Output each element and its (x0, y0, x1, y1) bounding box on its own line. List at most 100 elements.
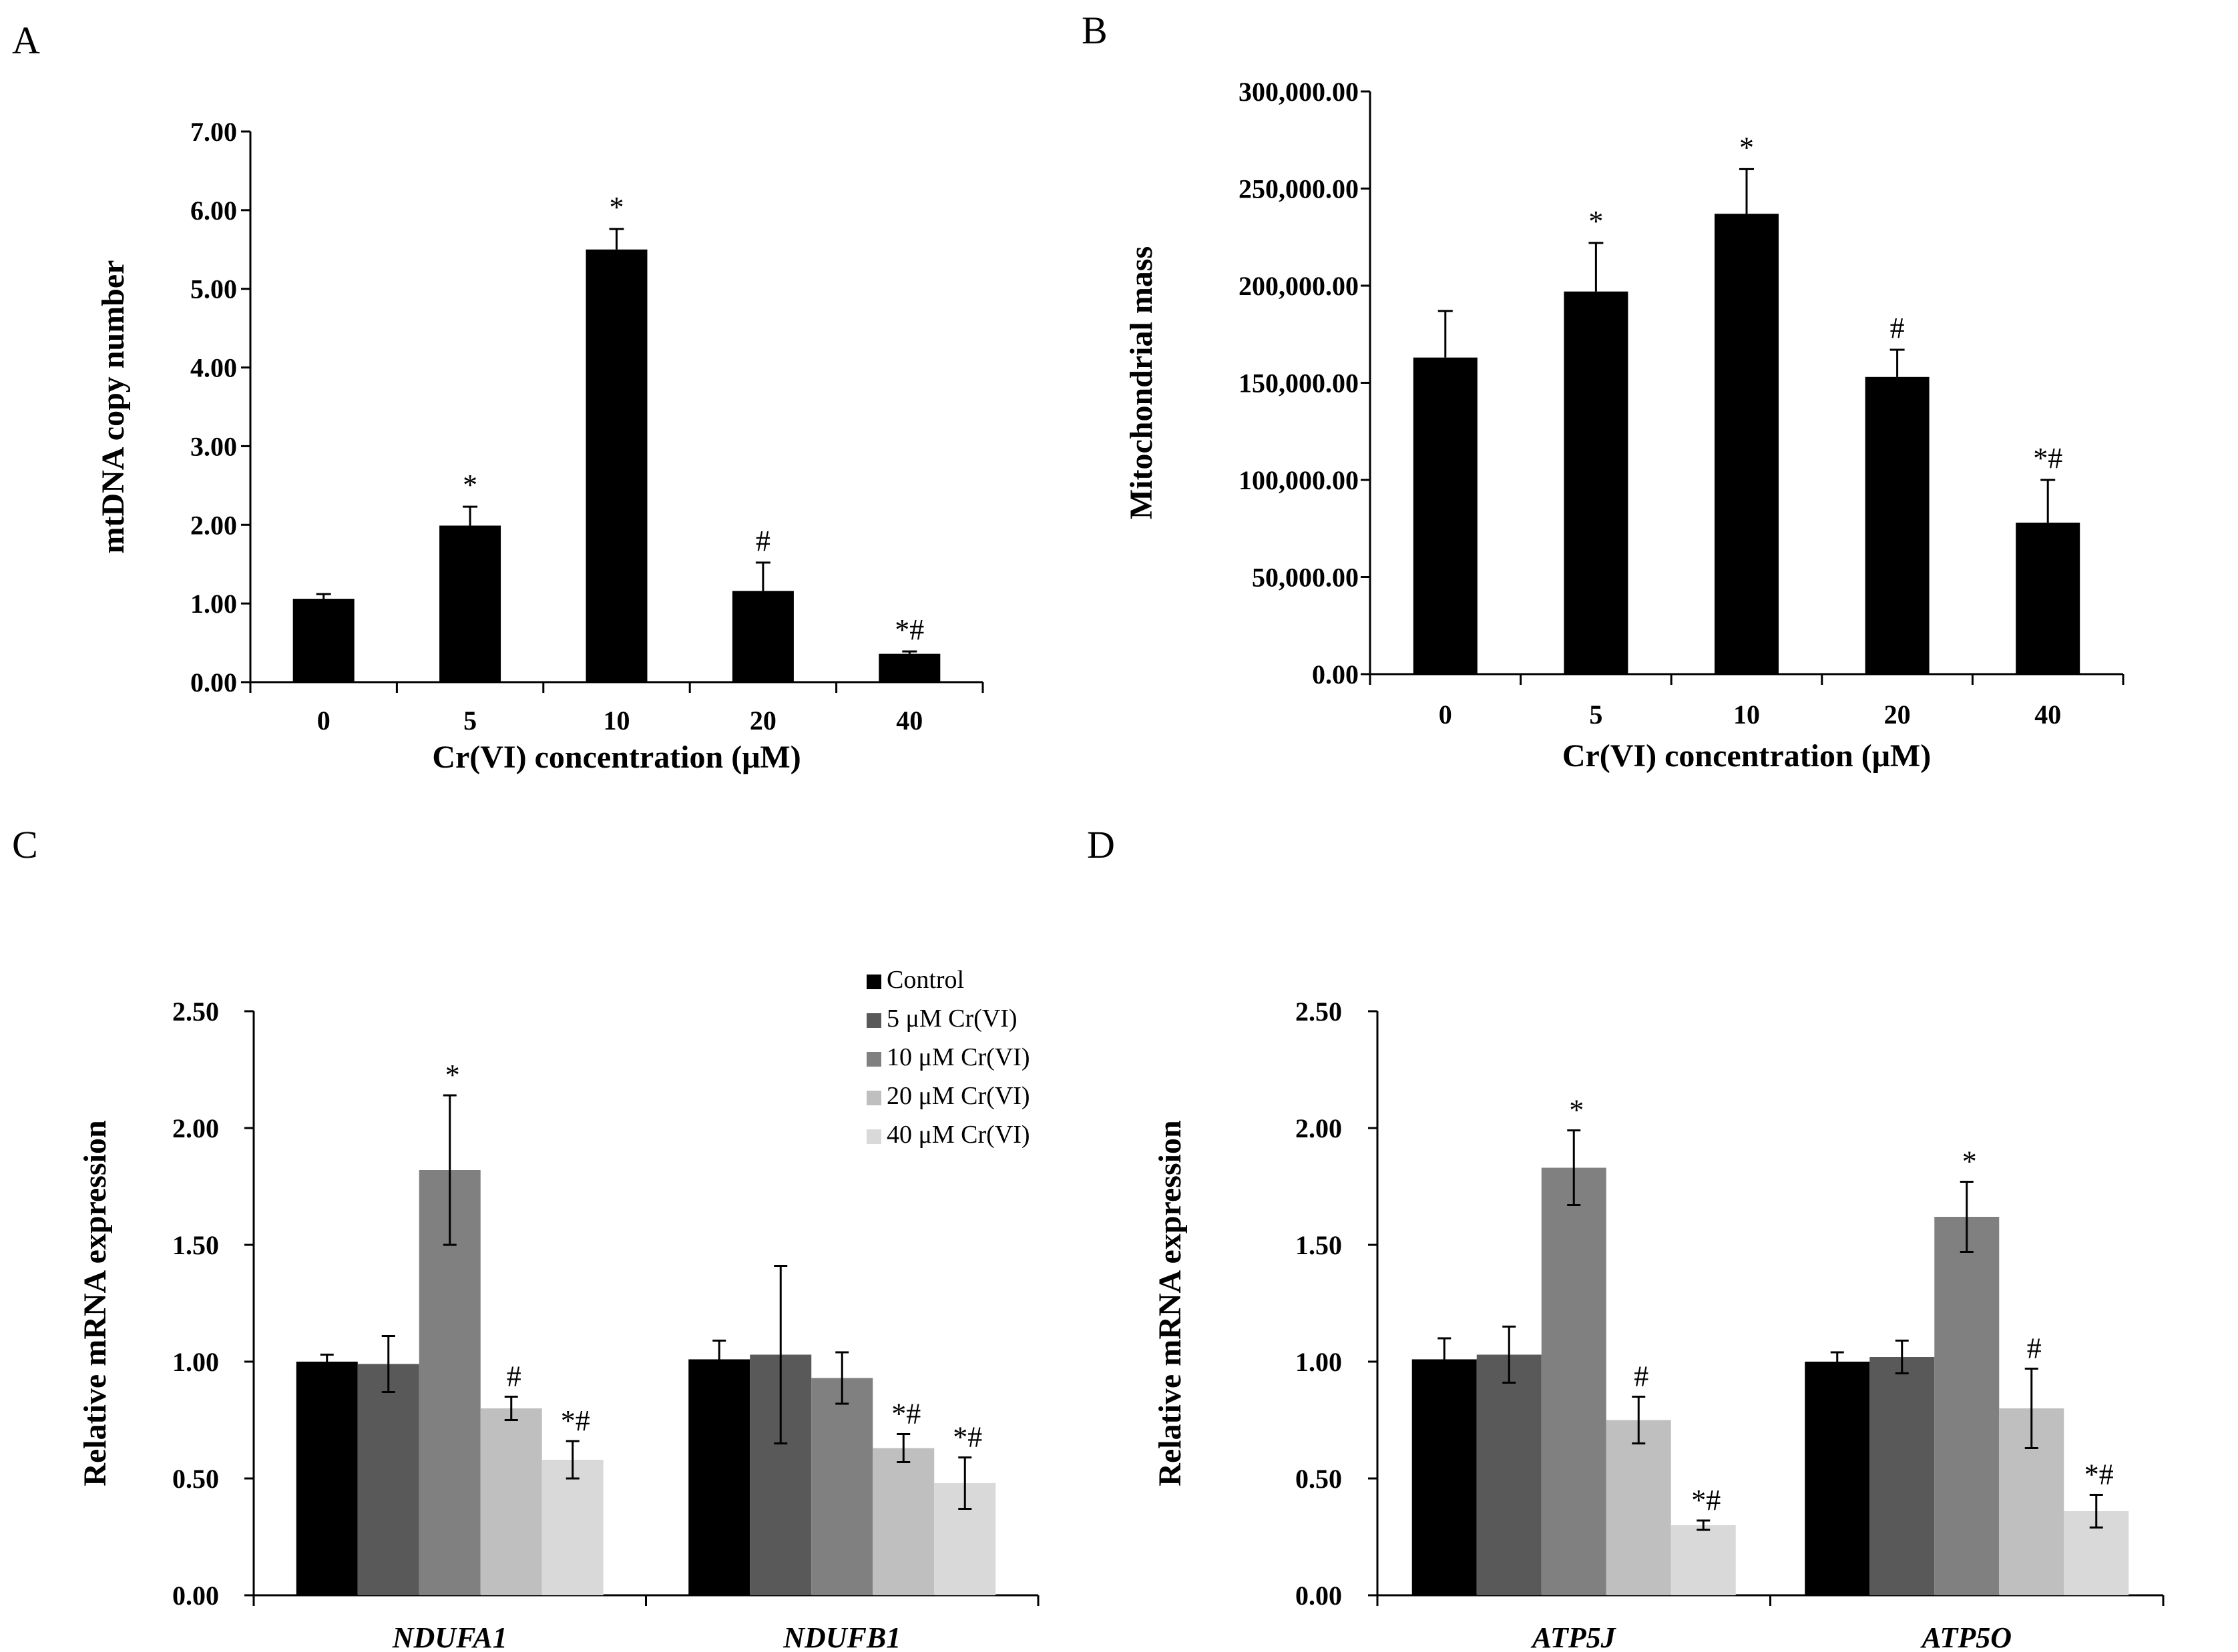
x-tick-label: 40 (896, 706, 923, 736)
y-tick-label: 250,000.00 (1239, 174, 1359, 204)
y-tick-label: 4.00 (190, 353, 237, 383)
y-tick-label: 50,000.00 (1252, 563, 1359, 593)
x-tick-label: 40 (2034, 700, 2061, 730)
panel-letter: D (1087, 823, 1115, 866)
y-tick-label: 2.50 (1295, 997, 1342, 1027)
chart-panel-a: A 0.00 1.00 2.00 3.00 4.00 5.00 6.00 7.00 mtDNA c… (12, 19, 984, 775)
chart-panel-b: B 0.00 50,000.00 100,000.00 150,000.00 200,00… (1082, 9, 2124, 774)
x-tick-label: ATP5O (1920, 1621, 2012, 1652)
bar (1541, 1167, 1606, 1595)
y-axis-title: mtDNA copy number (95, 260, 131, 554)
significance-label: *# (895, 613, 924, 646)
y-tick-label: 1.00 (1295, 1347, 1342, 1377)
x-tick-label: 10 (604, 706, 630, 736)
legend-swatch (867, 1129, 881, 1144)
y-tick-label: 1.50 (172, 1230, 219, 1260)
x-tick-label: 0 (1439, 700, 1452, 730)
significance-label: # (1890, 312, 1905, 344)
bar (480, 1408, 542, 1595)
panel-letter: A (12, 19, 40, 62)
significance-label: * (1739, 131, 1754, 164)
chart-panel-c: C 0.00 0.50 1.00 1.50 2.00 2.50 Relative mRNA e… (12, 823, 1040, 1652)
panel-letter: B (1082, 9, 1108, 52)
bar (1715, 214, 1779, 675)
significance-label: *# (891, 1398, 921, 1430)
bar (688, 1359, 750, 1595)
significance-label: *# (953, 1421, 982, 1454)
significance-label: * (1569, 1094, 1584, 1127)
bar (1413, 357, 1478, 674)
legend: Control 5 μM Cr(VI) 10 μM Cr(VI) 20 μM Cr(V… (867, 966, 1030, 1149)
bar (541, 1460, 604, 1595)
bar (873, 1448, 935, 1595)
y-axis-title: Relative mRNA expression (1152, 1120, 1188, 1486)
x-tick-label: ATP5J (1530, 1621, 1617, 1652)
y-tick-label: 1.50 (1295, 1230, 1342, 1260)
bar (1869, 1357, 1935, 1595)
significance-label: * (463, 469, 477, 501)
significance-label: * (610, 191, 624, 224)
x-tick-label: 10 (1733, 700, 1760, 730)
legend-swatch (867, 1013, 881, 1028)
significance-label: # (2027, 1332, 2042, 1365)
significance-label: # (756, 525, 770, 557)
bar (1606, 1420, 1671, 1595)
bar (1670, 1525, 1736, 1595)
y-tick-label: 2.00 (172, 1113, 219, 1143)
y-axis-title: Relative mRNA expression (77, 1120, 113, 1486)
bar (811, 1378, 873, 1595)
y-tick-label: 2.50 (172, 997, 219, 1027)
y-tick-label: 2.00 (1295, 1113, 1342, 1143)
bar (1865, 376, 1930, 674)
y-tick-label: 200,000.00 (1239, 271, 1359, 301)
bar (732, 591, 794, 682)
bar (292, 599, 355, 682)
y-tick-label: 1.00 (190, 589, 237, 619)
legend-swatch (867, 1091, 881, 1105)
significance-label: *# (1691, 1484, 1721, 1517)
x-tick-label: NDUFB1 (782, 1621, 901, 1652)
bar (1476, 1354, 1542, 1595)
significance-label: # (507, 1360, 521, 1393)
legend-label: 20 μM Cr(VI) (887, 1082, 1030, 1110)
y-tick-label: 0.00 (190, 667, 237, 698)
bar (1934, 1217, 2000, 1595)
legend-label: 10 μM Cr(VI) (887, 1043, 1030, 1071)
legend-swatch (867, 975, 881, 989)
bar (879, 653, 941, 682)
y-tick-label: 1.00 (172, 1347, 219, 1377)
x-axis-title: Cr(VI) concentration (μM) (432, 740, 801, 775)
bar (439, 525, 501, 682)
y-tick-label: 300,000.00 (1239, 77, 1359, 107)
x-axis-title: Cr(VI) concentration (μM) (1562, 738, 1931, 774)
y-tick-label: 6.00 (190, 196, 237, 226)
legend-label: Control (887, 966, 964, 994)
bar (1805, 1362, 1870, 1595)
panel-letter: C (12, 823, 38, 866)
significance-label: *# (2033, 442, 2062, 475)
x-tick-label: 0 (317, 706, 330, 736)
significance-label: *# (561, 1404, 590, 1437)
y-tick-label: 0.50 (1295, 1464, 1342, 1494)
bar (2016, 523, 2080, 674)
significance-label: *# (2084, 1458, 2114, 1491)
x-tick-label: 20 (750, 706, 776, 736)
bar (586, 249, 648, 682)
y-tick-label: 7.00 (190, 117, 237, 147)
y-tick-label: 0.00 (1312, 659, 1359, 690)
bar (1564, 291, 1628, 675)
y-axis-title: Mitochondrial mass (1124, 246, 1159, 519)
y-tick-label: 0.00 (1295, 1581, 1342, 1611)
bar (296, 1362, 358, 1595)
x-tick-label: 5 (1589, 700, 1602, 730)
bar (1411, 1359, 1477, 1595)
significance-label: * (445, 1059, 460, 1091)
x-tick-label: 20 (1884, 700, 1911, 730)
significance-label: # (1634, 1360, 1648, 1393)
significance-label: * (1588, 205, 1603, 238)
significance-label: * (1962, 1145, 1977, 1178)
bar (357, 1364, 419, 1595)
y-tick-label: 0.50 (172, 1464, 219, 1494)
y-tick-label: 0.00 (172, 1581, 219, 1611)
